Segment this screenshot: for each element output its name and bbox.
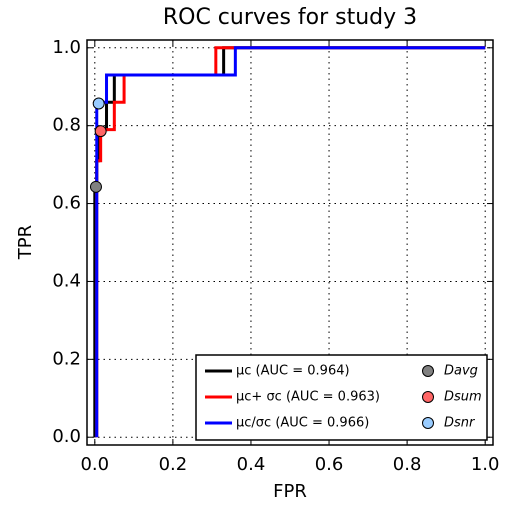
legend-marker — [422, 417, 434, 429]
operating-point — [94, 125, 107, 138]
x-axis-label: FPR — [273, 481, 307, 502]
legend-label: μc/σc (AUC = 0.966) — [236, 416, 369, 431]
x-tick-label: 0.0 — [80, 454, 109, 475]
y-tick-label: 0.0 — [52, 426, 81, 447]
legend-label: Dsnr — [444, 416, 476, 431]
y-axis-label: TPR — [15, 225, 36, 260]
legend-label: Dsum — [444, 390, 482, 405]
y-tick-label: 0.6 — [52, 193, 81, 214]
y-tick-label: 0.8 — [52, 115, 81, 136]
plot-frame — [86, 39, 494, 446]
y-tick-label: 1.0 — [52, 37, 81, 58]
x-tick-label: 0.8 — [393, 454, 422, 475]
legend-label: μc+ σc (AUC = 0.963) — [236, 390, 380, 405]
legend-box — [195, 354, 488, 441]
legend-marker — [422, 391, 434, 403]
x-tick-label: 0.6 — [315, 454, 344, 475]
y-tick-label: 0.4 — [52, 270, 81, 291]
chart-title: ROC curves for study 3 — [163, 5, 417, 30]
x-tick-label: 1.0 — [471, 454, 500, 475]
roc-curve — [95, 46, 486, 438]
legend-marker — [422, 365, 434, 377]
x-tick-label: 0.2 — [159, 454, 188, 475]
operating-point — [92, 97, 105, 110]
legend-label: μc (AUC = 0.964) — [236, 364, 350, 379]
legend-label: Davg — [444, 364, 478, 379]
operating-point — [89, 180, 102, 193]
y-tick-label: 0.2 — [52, 348, 81, 369]
x-tick-label: 0.4 — [237, 454, 266, 475]
